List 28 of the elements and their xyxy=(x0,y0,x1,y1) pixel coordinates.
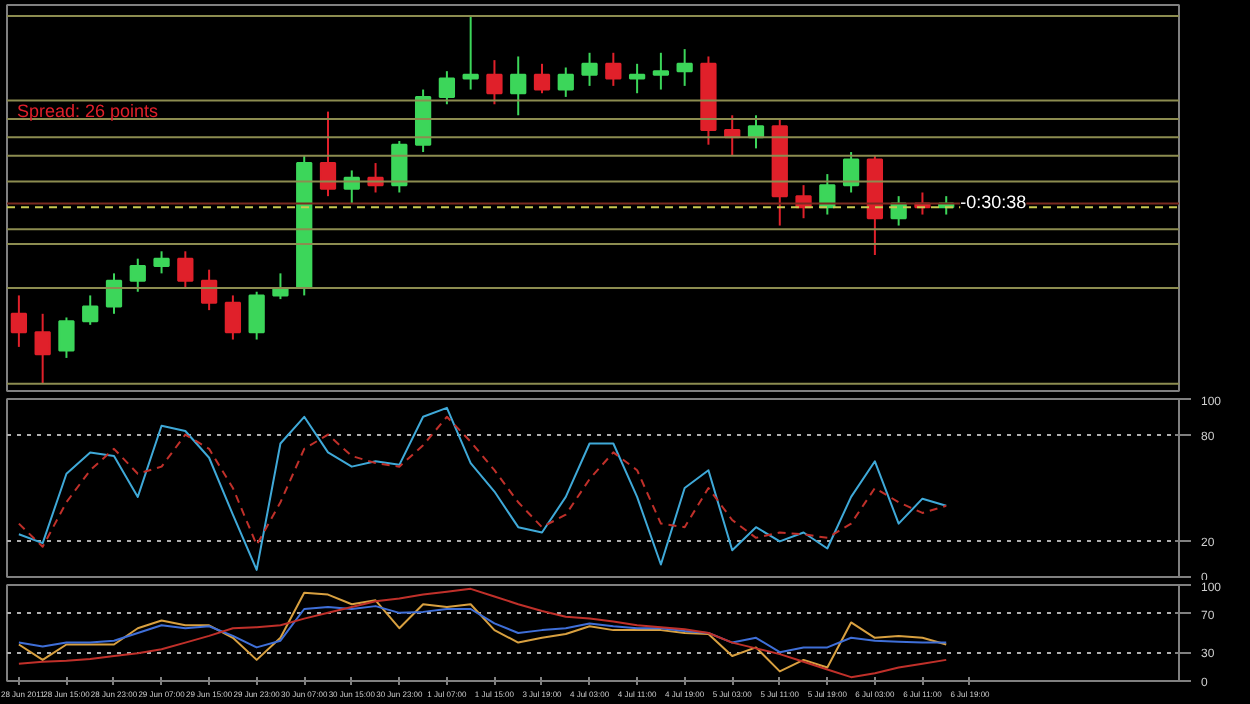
candlestick xyxy=(34,312,51,385)
candlestick xyxy=(319,110,337,198)
candlestick xyxy=(438,70,456,106)
annotation: Spread: 26 points xyxy=(17,101,160,121)
candlestick xyxy=(676,48,693,87)
candlestick xyxy=(510,55,527,117)
candlestick xyxy=(557,66,574,98)
candlestick xyxy=(581,51,598,87)
candlestick xyxy=(486,59,503,106)
annotation: -0:30:38 xyxy=(960,191,1027,212)
line-series xyxy=(17,406,948,571)
candlestick xyxy=(82,294,99,326)
candlestick xyxy=(628,62,646,95)
candlestick xyxy=(533,62,551,95)
candlestick xyxy=(153,250,170,275)
candlestick xyxy=(462,15,479,91)
candlestick xyxy=(248,290,265,341)
candlestick xyxy=(652,51,670,91)
candlestick xyxy=(58,316,75,359)
candlestick xyxy=(10,294,28,348)
candlestick xyxy=(224,294,242,341)
candlestick xyxy=(129,257,146,293)
candlestick xyxy=(605,51,622,87)
line-series xyxy=(17,415,948,548)
candlestick xyxy=(200,268,218,312)
candlestick xyxy=(842,151,860,194)
line-series xyxy=(17,605,948,654)
candlestick xyxy=(177,250,194,290)
